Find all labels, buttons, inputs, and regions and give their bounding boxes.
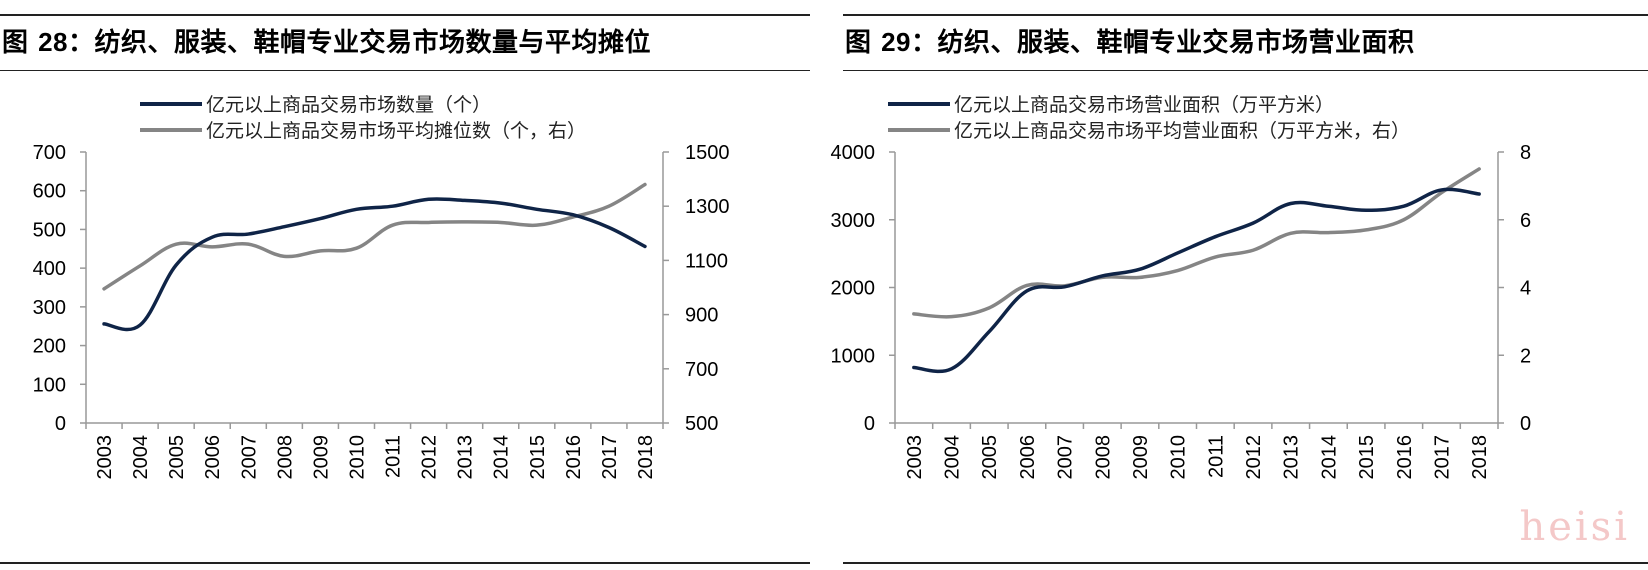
bottom-rule <box>843 562 1648 564</box>
y-left-tick-label: 0 <box>864 413 875 435</box>
y-right-tick-label: 4 <box>1520 278 1531 300</box>
y-right-tick-label: 900 <box>685 305 718 327</box>
x-tick-label: 2016 <box>1394 435 1416 480</box>
figure-number: 28 <box>38 27 68 57</box>
x-tick-label: 2012 <box>419 435 441 480</box>
x-tick-label: 2012 <box>1243 435 1265 480</box>
x-tick-label: 2005 <box>166 435 188 480</box>
y-right-tick-label: 500 <box>685 413 718 435</box>
figure-title: 图 29：纺织、服装、鞋帽专业交易市场营业面积 <box>845 22 1415 59</box>
y-right-tick-label: 8 <box>1520 142 1531 164</box>
x-tick-label: 2010 <box>346 435 368 480</box>
x-tick-label: 2008 <box>1092 435 1114 480</box>
x-tick-label: 2007 <box>238 435 260 480</box>
x-tick-label: 2011 <box>1205 435 1227 478</box>
y-left-tick-label: 100 <box>33 374 66 396</box>
figure-title-text: ：纺织、服装、鞋帽专业交易市场营业面积 <box>910 28 1415 58</box>
y-left-tick-label: 4000 <box>831 142 876 164</box>
title-rule <box>843 70 1648 71</box>
y-right-tick-label: 1300 <box>685 196 730 218</box>
x-tick-label: 2007 <box>1055 435 1077 480</box>
figure-prefix: 图 <box>845 28 882 58</box>
y-left-tick-label: 3000 <box>831 210 876 232</box>
y-left-tick-label: 200 <box>33 336 66 358</box>
x-tick-label: 2008 <box>274 435 296 480</box>
figure-title: 图 28：纺织、服装、鞋帽专业交易市场数量与平均摊位 <box>2 22 651 59</box>
line-chart-fig29: 0 1000 2000 3000 4000 0 2 4 6 8 2003 2004 2005 2006 20… <box>831 94 1532 480</box>
x-tick-label: 2006 <box>202 435 224 480</box>
x-tick-label: 2015 <box>1356 435 1378 480</box>
legend-label: 亿元以上商品交易市场平均摊位数（个，右） <box>206 120 586 142</box>
figure-number: 29 <box>881 27 911 57</box>
y-left-tick-label: 2000 <box>831 278 876 300</box>
figure-prefix: 图 <box>2 28 39 58</box>
x-tick-label: 2013 <box>455 435 477 480</box>
x-tick-label: 2017 <box>1431 435 1453 480</box>
watermark: heisi <box>1519 504 1630 550</box>
x-tick-label: 2015 <box>527 435 549 480</box>
bottom-rule <box>0 562 810 564</box>
x-tick-label: 2006 <box>1017 435 1039 480</box>
y-right-tick-label: 1500 <box>685 142 730 164</box>
x-tick-label: 2013 <box>1281 435 1303 480</box>
x-tick-label: 2009 <box>1130 435 1152 480</box>
chart-panel-fig29: 图 29：纺织、服装、鞋帽专业交易市场营业面积 0 1000 2000 3000 400… <box>831 0 1648 570</box>
x-tick-label: 2014 <box>491 435 513 480</box>
legend-label: 亿元以上商品交易市场数量（个） <box>206 94 491 116</box>
series-line <box>912 187 1481 374</box>
x-tick-label: 2016 <box>563 435 585 480</box>
y-left-tick-label: 600 <box>33 181 66 203</box>
x-tick-label: 2004 <box>130 435 152 480</box>
x-tick-label: 2004 <box>942 435 964 480</box>
y-right-tick-label: 2 <box>1520 345 1531 367</box>
series-line <box>102 182 647 291</box>
x-tick-label: 2003 <box>94 435 116 480</box>
y-left-tick-label: 700 <box>33 142 66 164</box>
series-line <box>912 167 1481 319</box>
y-right-tick-label: 6 <box>1520 210 1531 232</box>
top-rule <box>0 14 810 16</box>
legend-label: 亿元以上商品交易市场营业面积（万平方米） <box>954 94 1334 116</box>
x-tick-label: 2018 <box>1469 435 1491 480</box>
x-tick-label: 2014 <box>1318 435 1340 480</box>
line-chart-fig28: 0 100 200 300 400 500 600 700 500 700 900 1100 1300 1… <box>33 94 730 480</box>
y-left-tick-label: 0 <box>55 413 66 435</box>
x-tick-label: 2011 <box>383 435 405 478</box>
x-tick-label: 2009 <box>310 435 332 480</box>
top-rule <box>843 14 1648 16</box>
x-tick-label: 2017 <box>599 435 621 480</box>
legend-label: 亿元以上商品交易市场平均营业面积（万平方米，右） <box>954 120 1410 142</box>
y-right-tick-label: 700 <box>685 359 718 381</box>
x-tick-label: 2003 <box>904 435 926 480</box>
title-rule <box>0 70 810 71</box>
chart-panel-fig28: 图 28：纺织、服装、鞋帽专业交易市场数量与平均摊位 0 100 200 300 400… <box>0 0 810 570</box>
x-tick-label: 2010 <box>1168 435 1190 480</box>
y-left-tick-label: 300 <box>33 297 66 319</box>
y-right-tick-label: 0 <box>1520 413 1531 435</box>
series-line <box>102 197 647 332</box>
x-tick-label: 2005 <box>979 435 1001 480</box>
y-left-tick-label: 1000 <box>831 345 876 367</box>
x-tick-label: 2018 <box>635 435 657 480</box>
y-left-tick-label: 500 <box>33 219 66 241</box>
y-left-tick-label: 400 <box>33 258 66 280</box>
y-right-tick-label: 1100 <box>685 250 728 272</box>
figure-title-text: ：纺织、服装、鞋帽专业交易市场数量与平均摊位 <box>67 28 651 58</box>
